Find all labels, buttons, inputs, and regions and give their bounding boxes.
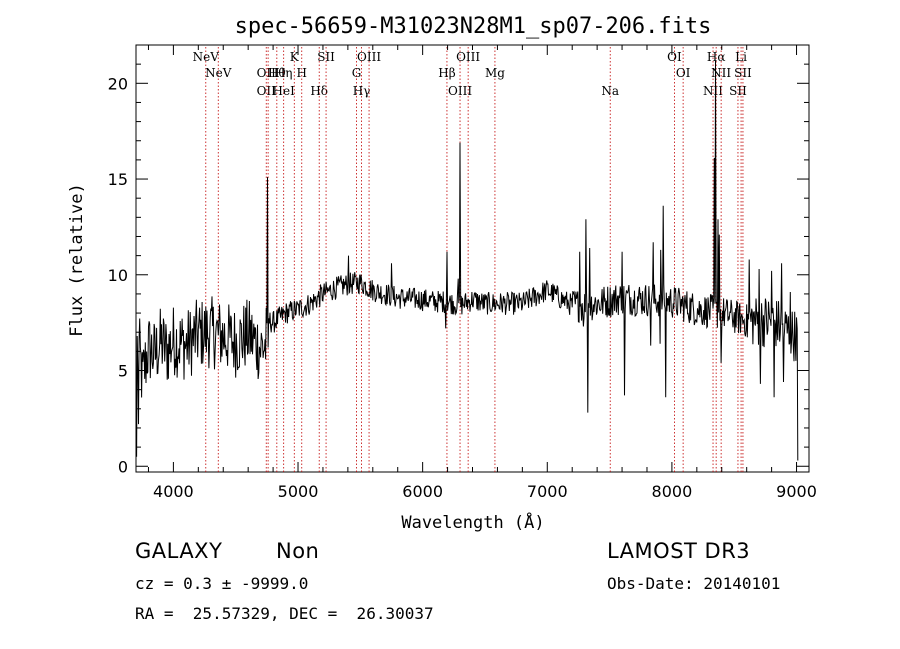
- y-tick-label: 15: [108, 170, 128, 189]
- line-label: OI: [667, 50, 682, 64]
- x-tick-label: 5000: [278, 482, 319, 501]
- spectrum-series: [135, 60, 799, 461]
- line-label: NeV: [193, 50, 220, 64]
- line-label: SII: [734, 66, 752, 80]
- object-subclass: Non: [276, 539, 320, 563]
- line-label: SII: [729, 84, 747, 98]
- line-label: SII: [317, 50, 335, 64]
- line-label: Hδ: [310, 84, 328, 98]
- spectrum-line: [135, 60, 799, 461]
- x-axis-label: Wavelength (Å): [401, 511, 544, 533]
- line-label: OIII: [448, 84, 472, 98]
- line-label: H: [297, 66, 307, 80]
- line-label: NII: [703, 84, 723, 98]
- line-label: NII: [711, 66, 731, 80]
- coordinates: RA = 25.57329, DEC = 26.30037: [135, 604, 434, 623]
- line-label: G: [352, 66, 362, 80]
- x-tick-label: 9000: [776, 482, 817, 501]
- x-tick-label: 7000: [527, 482, 568, 501]
- line-label: OII: [257, 66, 277, 80]
- line-label: NeV: [205, 66, 232, 80]
- line-label: OI: [676, 66, 691, 80]
- line-label: OII: [257, 84, 277, 98]
- line-label: OIII: [357, 50, 381, 64]
- x-tick-label: 4000: [153, 482, 194, 501]
- y-tick-label: 10: [108, 266, 128, 285]
- x-tick-label: 6000: [402, 482, 443, 501]
- line-label: Hα: [707, 50, 726, 64]
- line-label: Mg: [485, 66, 505, 80]
- x-tick-label: 8000: [652, 482, 693, 501]
- line-label: Hη: [275, 66, 293, 80]
- line-label: Hγ: [353, 84, 371, 98]
- obs-date: Obs-Date: 20140101: [607, 574, 781, 593]
- chart-title: spec-56659-M31023N28M1_sp07-206.fits: [235, 14, 712, 39]
- line-label: K: [290, 50, 300, 64]
- line-label: HeI: [273, 84, 296, 98]
- line-label: Na: [601, 84, 619, 98]
- plot-frame: [135, 44, 810, 473]
- line-label: OIII: [456, 50, 480, 64]
- y-axis-label: Flux (relative): [67, 183, 87, 337]
- axes: 4000 5000 6000 7000 8000 9000 0 5 10 15 20: [108, 45, 817, 501]
- spectrum-chart: spec-56659-M31023N28M1_sp07-206.fits NeV…: [67, 14, 817, 533]
- survey-name: LAMOST DR3: [607, 539, 751, 563]
- line-label: Hθ: [268, 66, 286, 80]
- line-label: Hβ: [438, 66, 455, 80]
- y-tick-label: 20: [108, 74, 128, 93]
- y-tick-label: 0: [118, 457, 128, 476]
- redshift-cz: cz = 0.3 ± -9999.0: [135, 574, 309, 593]
- y-tick-label: 5: [118, 362, 128, 381]
- object-class: GALAXY: [135, 539, 223, 563]
- line-label: Li: [735, 50, 747, 64]
